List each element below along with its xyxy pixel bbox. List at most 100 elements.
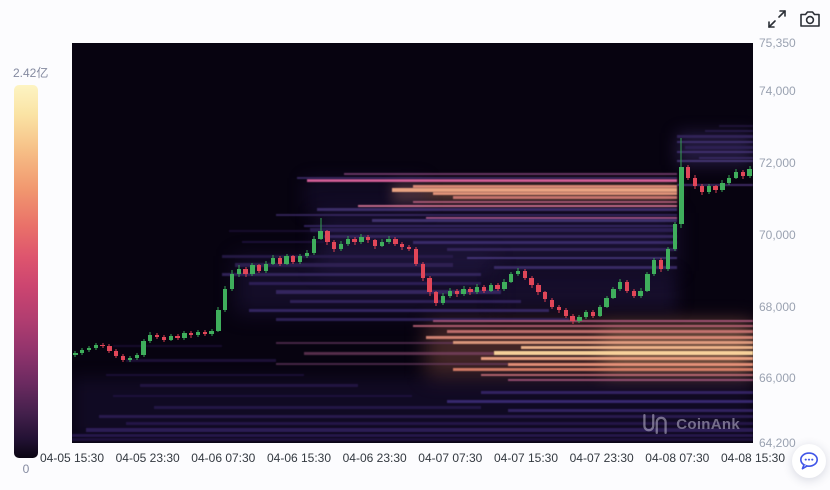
coinank-watermark-text: CoinAnk [676, 415, 740, 433]
coinank-watermark: CoinAnk [640, 412, 740, 436]
candle-body [611, 288, 616, 298]
heatmap-band [235, 263, 454, 268]
heatmap-band [392, 188, 677, 193]
candle-body [386, 238, 391, 243]
heatmap-band [676, 140, 753, 143]
candle-body [440, 295, 446, 304]
fullscreen-button[interactable] [768, 10, 786, 28]
heatmap-band [684, 145, 753, 149]
candle-body [468, 288, 473, 293]
heatmap-band [412, 200, 677, 203]
candle-body [400, 243, 405, 248]
candle-body [454, 290, 459, 295]
heatmap-band [140, 384, 358, 388]
candle-body [100, 344, 105, 347]
candle-body [223, 288, 228, 311]
candle-body [475, 286, 480, 293]
candle-body [236, 269, 241, 275]
heatmap-band [676, 151, 753, 154]
screenshot-button[interactable] [799, 10, 821, 28]
candle-body [243, 269, 248, 275]
candle-body [372, 240, 378, 246]
heatmap-zone [676, 132, 753, 165]
candle-body [434, 292, 439, 304]
candle-body [529, 277, 534, 286]
heatmap-band [289, 299, 522, 303]
heatmap-band [446, 400, 753, 404]
heatmap-band [453, 341, 753, 345]
candle-body [624, 281, 630, 291]
candle-body [413, 249, 419, 264]
candle-body [352, 238, 357, 243]
heatmap-band [228, 230, 311, 233]
price-axis-tick: 72,000 [759, 156, 796, 171]
heatmap-band [221, 254, 454, 258]
time-axis-tick: 04-07 15:30 [493, 451, 559, 465]
candle-body [509, 274, 514, 282]
heatmap-band [676, 160, 753, 163]
time-axis-tick: 04-05 23:30 [115, 451, 180, 465]
time-axis-tick: 04-08 07:30 [645, 451, 710, 465]
heatmap-band [480, 391, 753, 395]
candle-body [543, 292, 548, 300]
candle-body [590, 312, 596, 316]
candle-body [107, 346, 112, 352]
fullscreen-icon [768, 10, 786, 28]
candle-body [195, 331, 201, 336]
heatmap-band [112, 345, 222, 348]
candle-body [406, 247, 412, 250]
price-axis: 75,350 74,000 72,000 70,000 68,000 66,000 64,2… [759, 36, 829, 450]
candle-body [284, 256, 289, 264]
heatmap-band [242, 241, 324, 244]
heatmap-band [249, 281, 481, 285]
price-axis-tick: 74,000 [759, 84, 796, 99]
candle-body [577, 317, 582, 322]
candle-body [277, 258, 282, 264]
candle-body [556, 306, 562, 311]
colorbar-min-label: 0 [22, 462, 30, 476]
heatmap-band [371, 219, 677, 223]
candle-body [168, 336, 173, 340]
candle-body [114, 351, 119, 357]
candle-body [127, 358, 133, 360]
candle-body [563, 310, 568, 316]
candle-body [202, 331, 207, 334]
price-axis-tick: 75,350 [759, 36, 796, 50]
camera-icon [800, 11, 820, 27]
heatmap-band [276, 363, 508, 366]
candle-body [570, 315, 575, 322]
heatmap-band [466, 257, 677, 260]
heatmap-band [249, 308, 549, 312]
candle-body [332, 242, 337, 250]
heatmap-band [85, 428, 753, 433]
candle-body [495, 285, 500, 289]
candle-body [692, 177, 698, 187]
candle-body [154, 334, 160, 338]
heatmap-band [432, 192, 677, 196]
heatmap-band [494, 265, 677, 269]
chat-support-button[interactable] [792, 444, 826, 478]
candle-body [447, 290, 453, 296]
heatmap-band [698, 156, 753, 159]
heatmap-band [276, 290, 502, 295]
candle-body [345, 238, 350, 244]
heatmap-band [106, 373, 304, 376]
heatmap-band [310, 227, 677, 232]
candle-body [604, 297, 609, 307]
heatmap-band [412, 325, 753, 328]
candle-wick [320, 217, 322, 241]
time-axis-tick: 04-05 15:30 [39, 451, 105, 465]
liquidation-heatmap-chart[interactable]: CoinAnk [72, 43, 753, 443]
time-axis-tick: 04-06 23:30 [342, 451, 407, 465]
heatmap-band [453, 367, 753, 371]
heatmap-band [480, 357, 753, 361]
candle-body [672, 224, 677, 250]
candle-body [325, 231, 330, 243]
heatmap-band [426, 335, 753, 339]
heatmap-band [705, 129, 753, 132]
candle-body [420, 263, 425, 278]
candle-body [665, 249, 671, 269]
candle-body [645, 274, 650, 291]
heatmap-band [426, 217, 677, 220]
candle-body [631, 290, 636, 296]
